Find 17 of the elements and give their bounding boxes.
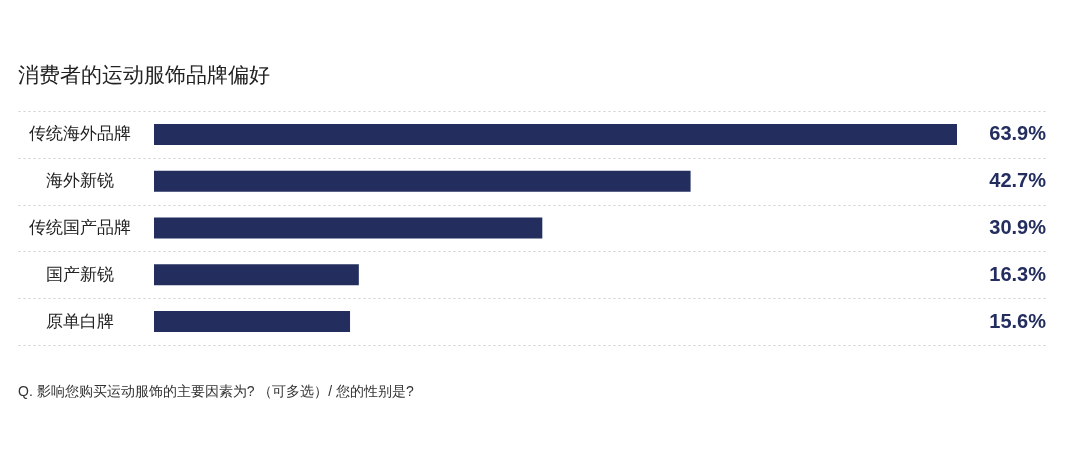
y-tick-label: 原单白牌 (46, 311, 114, 331)
data-label: 30.9% (989, 216, 1047, 238)
text: Q. 影响您购买运动服饰的主要因素为? （可多选）/ 您的性别是? (18, 383, 415, 399)
y-tick-label: 国产新锐 (46, 264, 114, 284)
y-tick-label: 传统国产品牌 (29, 218, 131, 237)
data-label: 42.7% (989, 169, 1047, 192)
chart-title: 消费者的运动服饰品牌偏好 (18, 63, 270, 86)
bar (154, 264, 359, 286)
bar (154, 170, 691, 192)
bar (154, 123, 957, 145)
data-label: 15.6% (989, 309, 1047, 332)
bar (154, 311, 351, 333)
bar (154, 217, 543, 239)
data-label: 63.9% (989, 122, 1047, 145)
y-tick-label: 海外新锐 (46, 171, 114, 191)
y-tick-label: 传统海外品牌 (29, 124, 131, 144)
data-label: 16.3% (989, 262, 1047, 285)
